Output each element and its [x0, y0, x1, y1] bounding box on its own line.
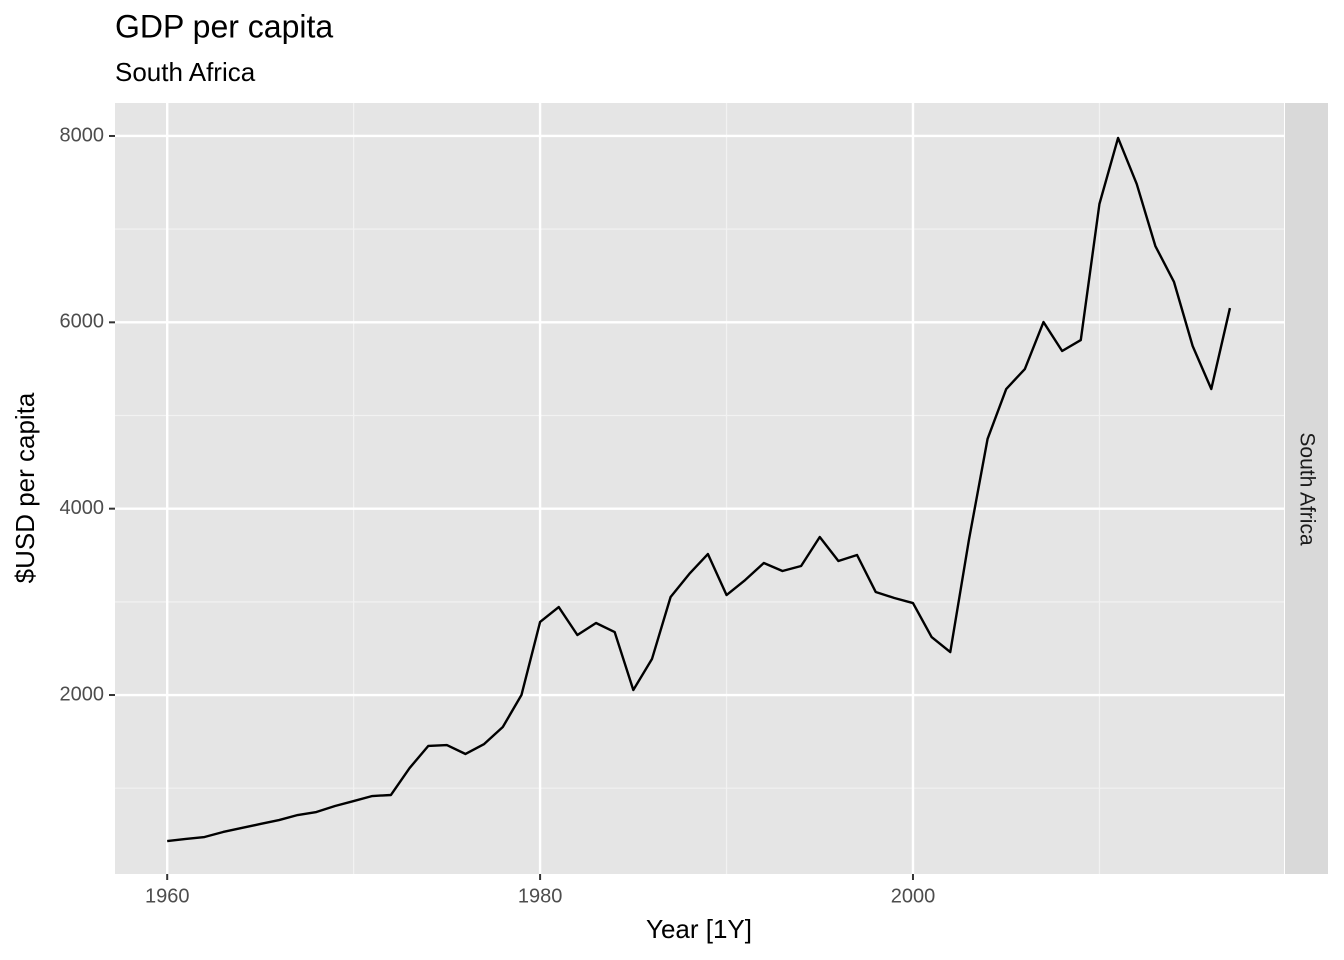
y-tick-label: 6000: [60, 311, 105, 333]
panel: [115, 103, 1284, 874]
facet-label: South Africa: [1295, 432, 1318, 546]
strip: [1285, 103, 1328, 874]
x-tick-label: 1980: [518, 885, 563, 907]
chart-title: GDP per capita: [115, 8, 333, 44]
x-tick-label: 1960: [145, 885, 190, 907]
line-series: [167, 136, 1232, 843]
y-tick-label: 4000: [60, 497, 105, 519]
y-tick-label: 2000: [60, 683, 105, 705]
y-axis-title: $USD per capita: [10, 392, 40, 583]
y-tick-label: 8000: [60, 124, 105, 146]
x-tick-label: 2000: [891, 885, 936, 907]
x-axis-title: Year [1Y]: [646, 914, 752, 944]
chart-subtitle: South Africa: [115, 57, 256, 87]
